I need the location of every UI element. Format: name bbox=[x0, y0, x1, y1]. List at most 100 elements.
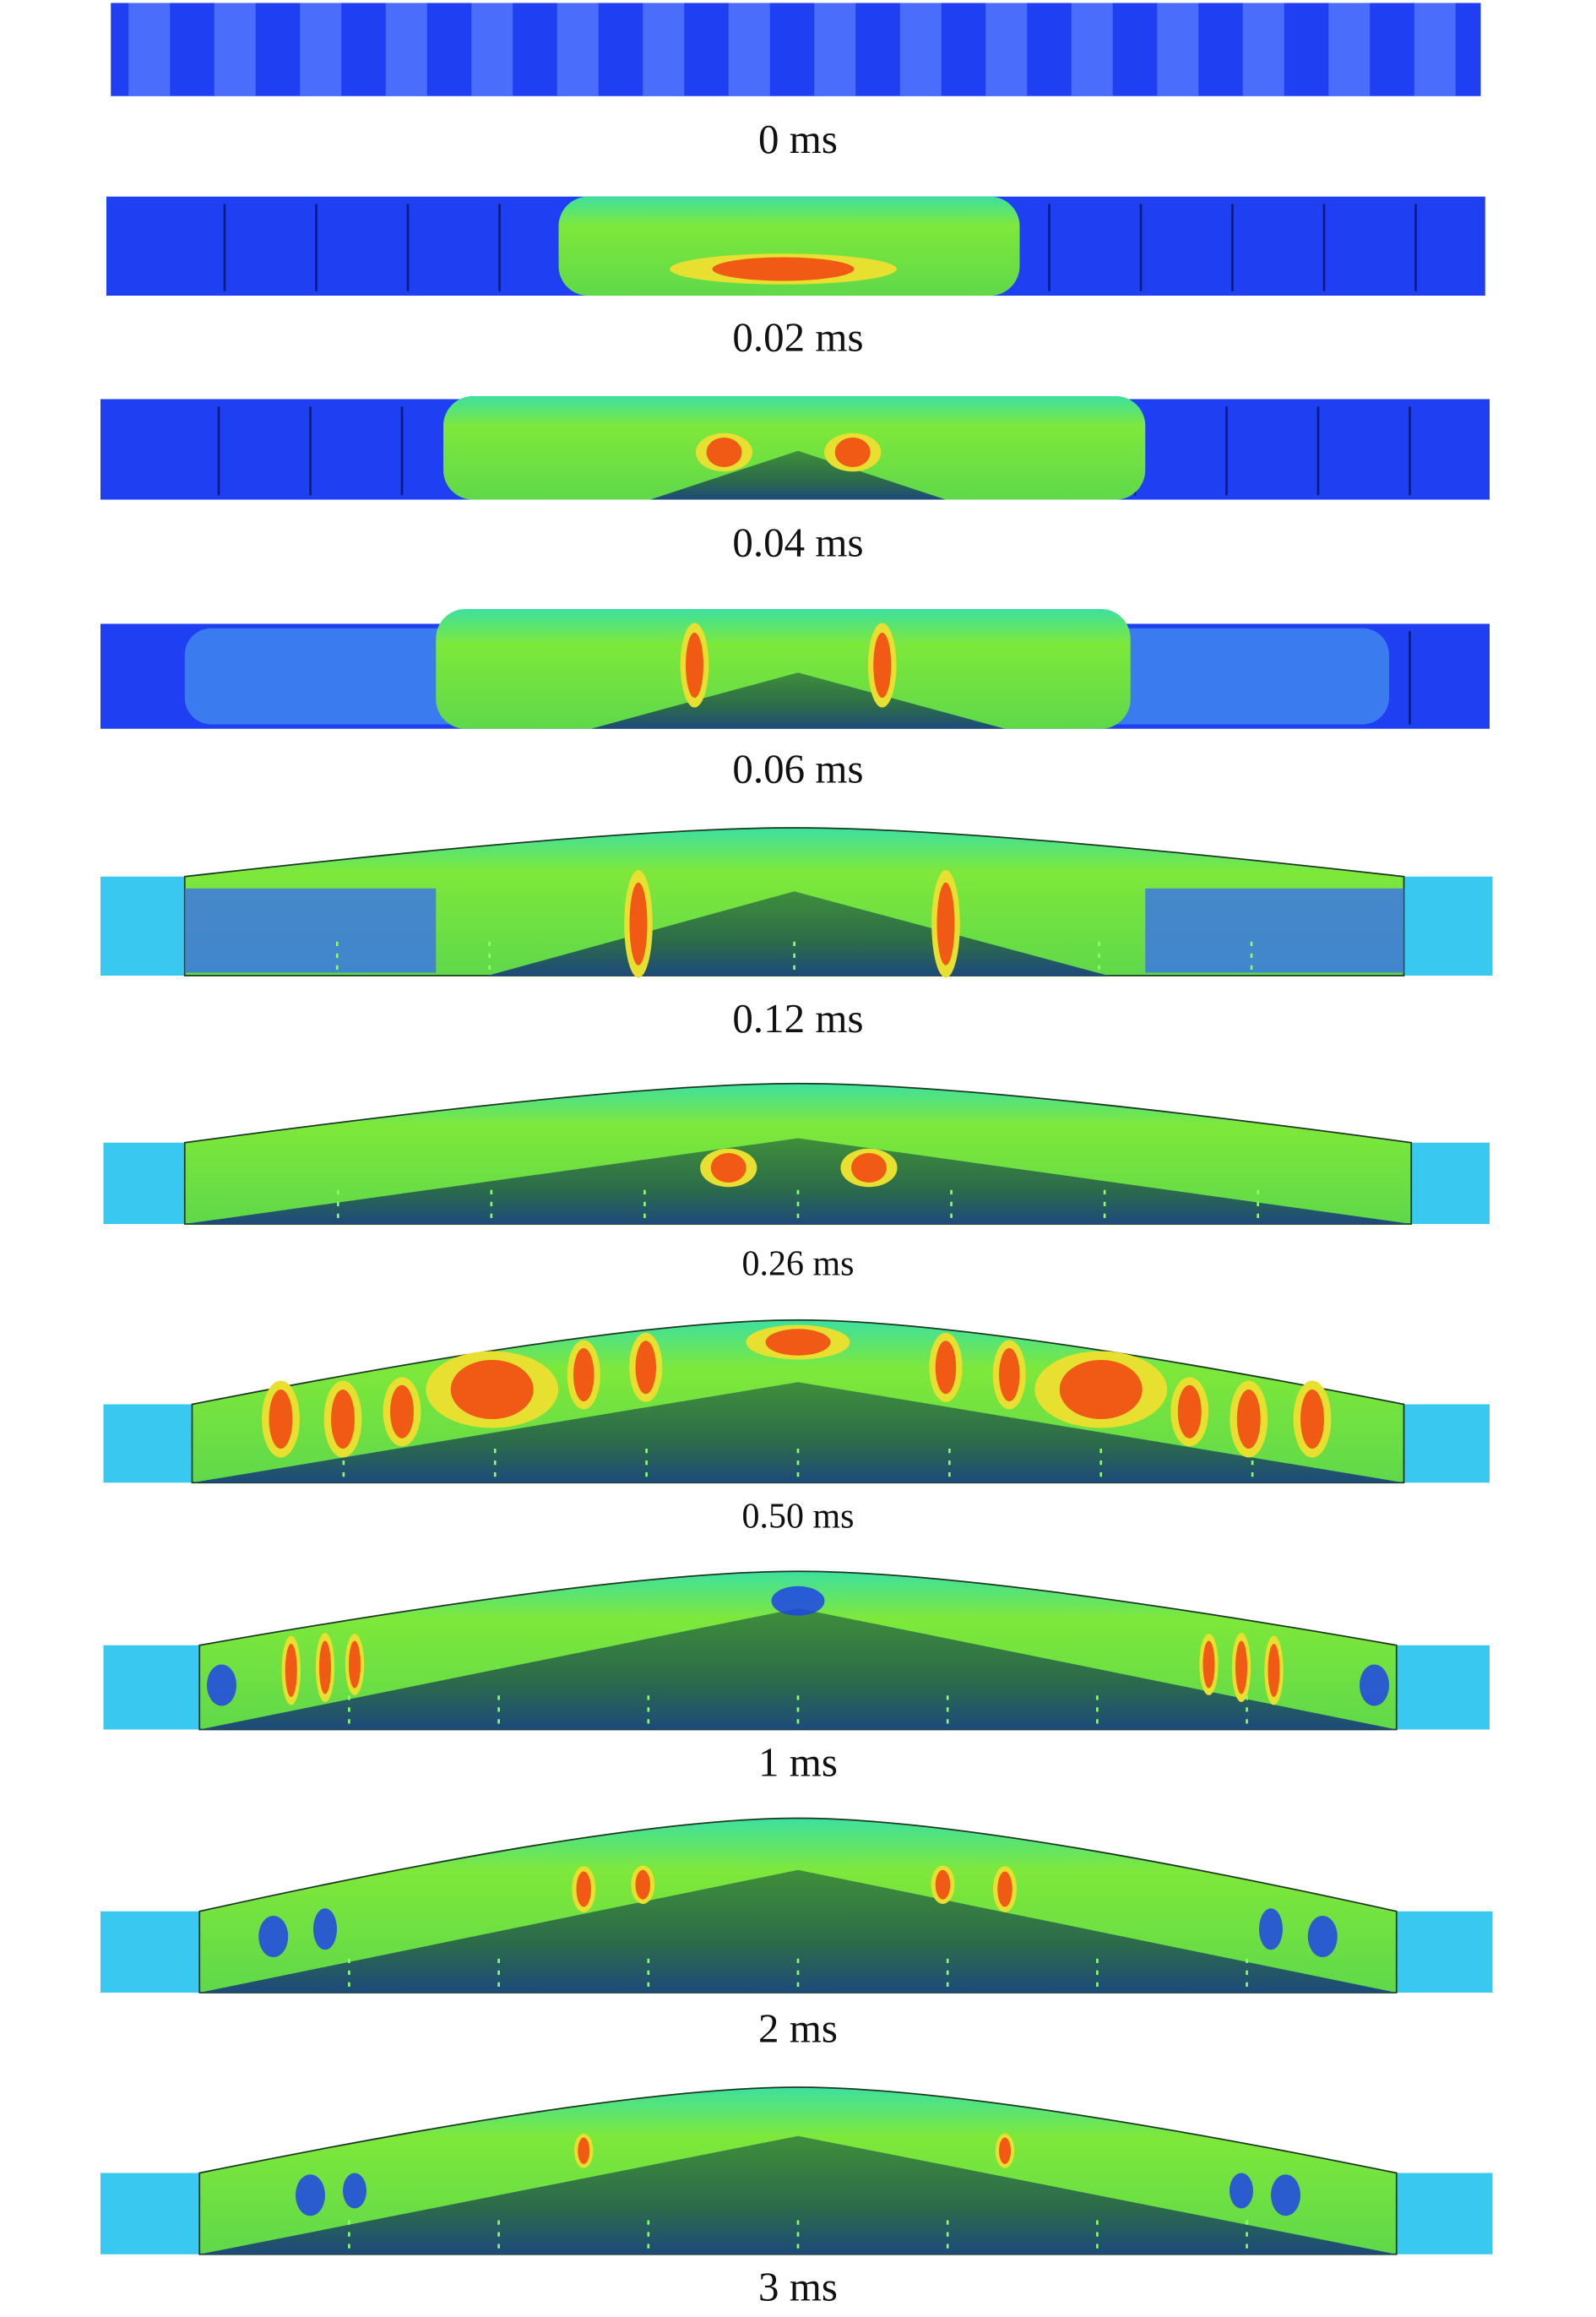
hot-spot bbox=[1236, 1389, 1261, 1449]
stripe bbox=[1242, 3, 1284, 96]
hot-spot bbox=[834, 437, 871, 467]
end-left bbox=[103, 1404, 193, 1483]
cold-spot bbox=[1258, 1908, 1283, 1950]
hot-spot bbox=[578, 2137, 590, 2164]
frame-label: 0.02 ms bbox=[732, 313, 863, 360]
end-right bbox=[1396, 2173, 1493, 2254]
stripe bbox=[385, 3, 427, 96]
frame: 0.04 ms bbox=[100, 395, 1490, 566]
zone-blue-left bbox=[184, 888, 437, 973]
hot-spot bbox=[935, 1341, 957, 1395]
frame-label: 0.06 ms bbox=[732, 745, 863, 791]
hot-spot bbox=[1268, 1643, 1280, 1697]
cold-spot bbox=[1307, 1915, 1338, 1957]
hot-spot bbox=[576, 1871, 592, 1907]
frame-label: 0 ms bbox=[758, 116, 838, 162]
hot-spot bbox=[390, 1384, 415, 1439]
end-left bbox=[103, 1645, 200, 1730]
end-right bbox=[1403, 1404, 1490, 1483]
hot-spot bbox=[765, 1329, 831, 1356]
stripe bbox=[899, 3, 942, 96]
zone-green bbox=[443, 395, 1146, 500]
end-left bbox=[103, 1142, 185, 1224]
stripe bbox=[985, 3, 1028, 96]
end-right bbox=[1396, 1911, 1493, 1993]
cold-spot bbox=[296, 2174, 326, 2216]
hot-spot bbox=[997, 1871, 1012, 1907]
end-left bbox=[100, 876, 185, 976]
hot-spot bbox=[686, 632, 704, 698]
frame-label: 2 ms bbox=[758, 2004, 838, 2051]
frame-label: 0.12 ms bbox=[732, 995, 863, 1042]
frame: 0.50 ms bbox=[103, 1319, 1490, 1537]
hot-spot bbox=[269, 1389, 293, 1449]
stripe bbox=[728, 3, 770, 96]
end-right bbox=[1411, 1142, 1490, 1224]
zone-green bbox=[436, 608, 1131, 729]
cold-spot bbox=[343, 2173, 367, 2209]
frame-label: 3 ms bbox=[758, 2264, 838, 2310]
cold-spot bbox=[771, 1585, 825, 1616]
frame-label: 0.26 ms bbox=[742, 1244, 855, 1283]
hot-spot bbox=[706, 437, 742, 467]
hot-spot bbox=[712, 257, 855, 281]
stripe bbox=[556, 3, 599, 96]
stripe bbox=[1414, 3, 1456, 96]
cold-spot bbox=[1270, 2174, 1300, 2216]
zone-blue-right bbox=[1145, 888, 1404, 973]
end-left bbox=[100, 2173, 200, 2254]
hot-spot bbox=[1202, 1640, 1215, 1689]
stripe bbox=[300, 3, 342, 96]
hot-spot bbox=[1235, 1640, 1247, 1694]
stripe bbox=[1071, 3, 1113, 96]
frame: 2 ms bbox=[100, 1817, 1493, 2051]
hot-spot bbox=[1059, 1359, 1143, 1419]
frame: 0.12 ms bbox=[100, 827, 1493, 1042]
hot-spot bbox=[710, 1152, 746, 1183]
hot-spot bbox=[285, 1643, 297, 1697]
frame: 0 ms bbox=[111, 3, 1481, 162]
frames: 0 ms 0.02 ms 0.04 ms 0.06 ms 0.12 ms 0.26 ms 0… bbox=[100, 3, 1493, 2310]
frame-label: 0.04 ms bbox=[732, 519, 863, 566]
stripe bbox=[214, 3, 256, 96]
hot-spot bbox=[998, 2137, 1011, 2164]
stripe bbox=[128, 3, 171, 96]
stripe bbox=[1328, 3, 1371, 96]
hot-spot bbox=[629, 882, 648, 965]
frame-label: 0.50 ms bbox=[742, 1498, 855, 1537]
frame: 0.02 ms bbox=[106, 196, 1485, 360]
hot-spot bbox=[450, 1359, 534, 1419]
cold-spot bbox=[313, 1908, 338, 1950]
frame: 0.26 ms bbox=[103, 1082, 1490, 1283]
end-right bbox=[1403, 876, 1493, 976]
cold-spot bbox=[207, 1664, 237, 1706]
hot-spot bbox=[873, 632, 892, 698]
deck bbox=[192, 1382, 1404, 1483]
hot-spot bbox=[1300, 1389, 1324, 1449]
stripe bbox=[643, 3, 685, 96]
hot-spot bbox=[998, 1347, 1020, 1401]
deck bbox=[650, 450, 946, 500]
hot-spot bbox=[635, 1341, 657, 1395]
hot-spot bbox=[850, 1152, 887, 1183]
stripe bbox=[1157, 3, 1199, 96]
hot-spot bbox=[635, 1869, 651, 1900]
hot-spot bbox=[936, 882, 955, 965]
stripe bbox=[814, 3, 856, 96]
frame: 3 ms bbox=[100, 2086, 1493, 2310]
hot-spot bbox=[573, 1347, 594, 1401]
cold-spot bbox=[1229, 2173, 1253, 2209]
frame-label: 1 ms bbox=[758, 1738, 838, 1785]
hot-spot bbox=[935, 1869, 951, 1900]
frame: 1 ms bbox=[103, 1570, 1490, 1785]
end-right bbox=[1396, 1645, 1490, 1730]
deck bbox=[591, 672, 1005, 729]
stripe bbox=[471, 3, 513, 96]
cold-spot bbox=[258, 1915, 289, 1957]
cold-spot bbox=[1359, 1664, 1389, 1706]
frame: 0.06 ms bbox=[100, 608, 1490, 791]
end-left bbox=[100, 1911, 200, 1993]
hot-spot bbox=[319, 1640, 332, 1694]
hot-spot bbox=[349, 1640, 361, 1689]
